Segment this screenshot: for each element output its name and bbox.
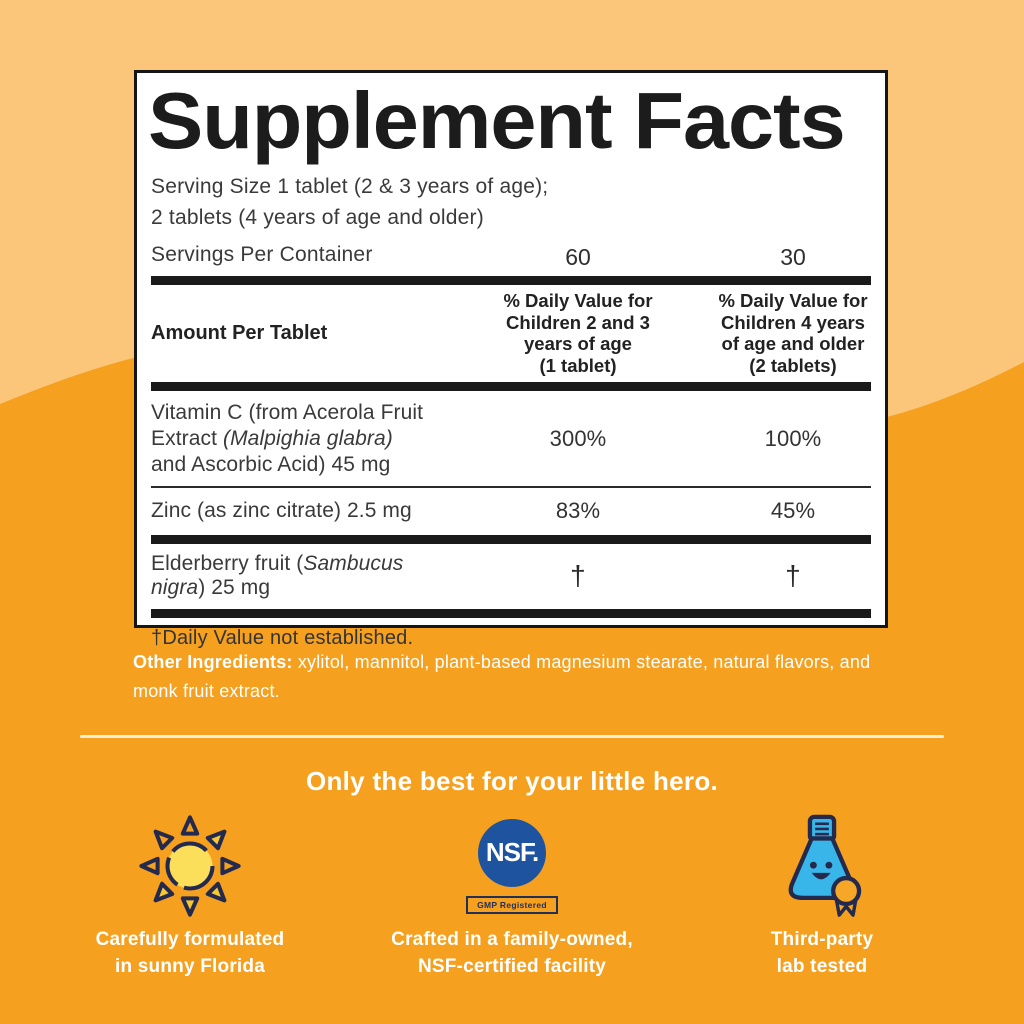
servings-per-container-row: Servings Per Container 60 30 [151,240,871,270]
other-ingredients-label: Other Ingredients: [133,652,293,672]
supplement-facts-title: Supplement Facts [148,76,846,165]
daily-value-footnote: †Daily Value not established. [151,627,414,649]
thick-rule [151,276,871,285]
flask-icon [702,810,942,922]
badge-caption: Crafted in a family-owned, NSF-certified… [391,929,633,977]
badge-caption: Third-party lab tested [770,929,874,977]
supplement-facts-panel: Supplement Facts Serving Size 1 tablet (… [134,70,888,649]
thick-rule [151,609,871,618]
servings-count-older: 30 [780,244,806,270]
nsf-seal: NSF. GMP Registered [383,810,641,922]
zinc-dv-older: 45% [770,498,816,523]
zinc-name: Zinc (as zinc citrate) 2.5 mg [151,499,412,522]
vitamin-c-dv-children: 300% [549,426,607,451]
table-header-row: Amount Per Tablet % Daily Value for Chil… [151,285,871,382]
thick-rule [151,535,871,544]
section-divider-line [80,735,944,738]
amount-per-tablet-header: Amount Per Tablet [151,321,328,344]
tagline-text: Only the best for your little hero. [305,766,719,796]
nsf-logo-text: NSF. [485,837,539,867]
sun-icon [70,810,310,922]
badge-caption: Carefully formulated in sunny Florida [95,929,285,977]
gmp-registered-box: GMP Registered [466,895,558,914]
nsf-logo-circle: NSF. [478,818,546,887]
servings-per-container-label: Servings Per Container [151,243,373,266]
elderberry-dv-older-dagger: † [785,560,801,591]
elderberry-dv-children-dagger: † [570,560,586,591]
badge-nsf-certified: NSF. GMP Registered Crafted in a family-… [383,810,641,980]
thick-rule [151,382,871,391]
zinc-row: Zinc (as zinc citrate) 2.5 mg 83% 45% [151,488,871,535]
servings-count-children: 60 [565,244,591,270]
serving-size-line2: 2 tablets (4 years of age and older) [151,206,484,229]
badge-sunny-florida: Carefully formulated in sunny Florida [70,810,310,980]
vitamin-c-dv-older: 100% [764,426,822,451]
daily-value-children-header: % Daily Value for Children 2 and 3 years… [503,290,653,376]
badge-lab-tested: Third-party lab tested [702,810,942,980]
elderberry-name: Elderberry fruit (Sambucus nigra) 25 mg [151,552,404,599]
serving-size-line1: Serving Size 1 tablet (2 & 3 years of ag… [151,175,549,198]
zinc-dv-children: 83% [555,498,601,523]
elderberry-row: Elderberry fruit (Sambucus nigra) 25 mg … [151,544,871,609]
vitamin-c-row: Vitamin C (from Acerola Fruit Extract (M… [151,391,871,488]
serving-size-text: Serving Size 1 tablet (2 & 3 years of ag… [151,171,871,233]
other-ingredients-text: Other Ingredients: xylitol, mannitol, pl… [133,652,871,701]
vitamin-c-name: Vitamin C (from Acerola Fruit Extract (M… [151,401,424,476]
daily-value-older-header: % Daily Value for Children 4 years of ag… [718,290,868,376]
